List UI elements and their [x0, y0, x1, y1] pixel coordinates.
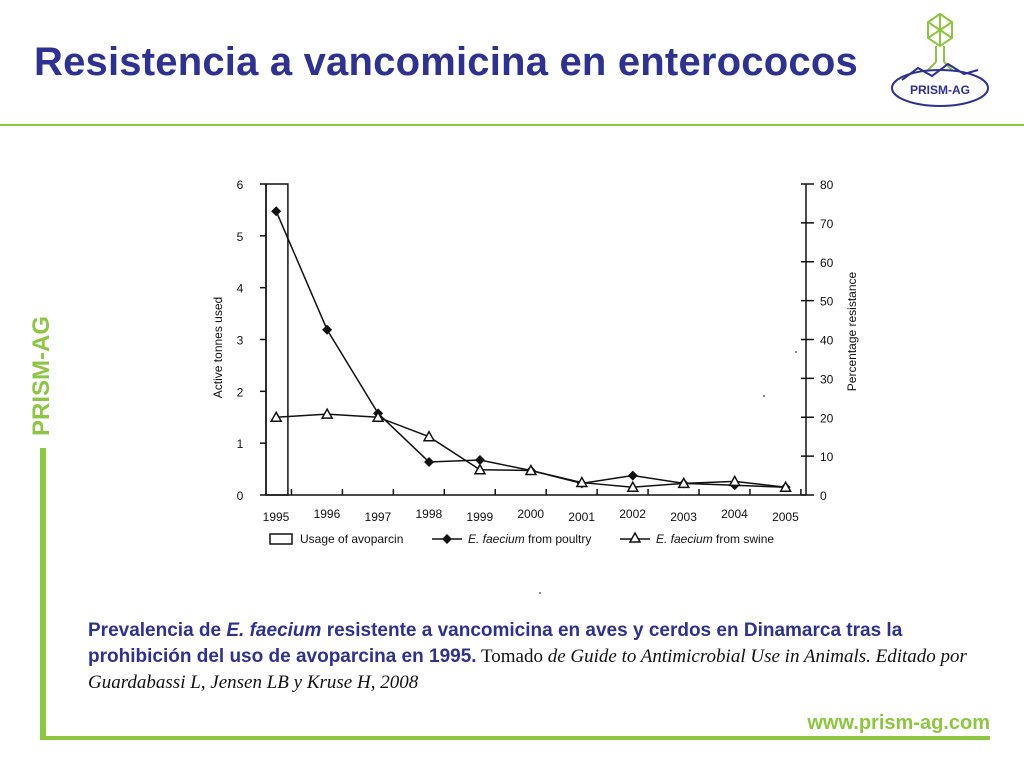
x-tick-label: 1998 — [415, 507, 442, 521]
y-right-tick-label: 10 — [820, 450, 834, 464]
caption-source-plain: Tomado — [476, 646, 548, 667]
poultry-data-point — [474, 455, 485, 466]
y-right-tick-label: 20 — [820, 411, 834, 425]
caption-source-citation: de Guide to Antimicrobial Use in Animals… — [88, 646, 967, 693]
swine-data-point — [779, 480, 792, 492]
x-tick-label: 1996 — [314, 507, 341, 521]
x-tick-label: 2002 — [619, 507, 646, 521]
y-right-tick-label: 0 — [820, 489, 827, 503]
scan-speck — [539, 592, 541, 594]
prism-ag-logo: PRISM-AG — [891, 12, 989, 107]
poultry-data-point — [322, 324, 333, 335]
poultry-data-point — [271, 206, 282, 217]
y-left-tick-label: 3 — [237, 334, 244, 348]
y-left-tick-label: 2 — [237, 385, 244, 399]
avoparcin-usage-bar — [265, 183, 289, 496]
y-left-tick-label: 6 — [237, 178, 244, 192]
swine-data-point — [524, 463, 538, 476]
bottom-accent-bar — [40, 736, 990, 740]
legend-poultry-marker — [442, 534, 452, 544]
poultry-data-point — [424, 456, 435, 467]
page-title: Resistencia a vancomicina en enterococos — [34, 40, 858, 84]
side-brand-label: PRISM-AG — [28, 316, 55, 436]
x-tick-label: 2004 — [721, 507, 748, 521]
swine-data-point — [728, 474, 741, 487]
swine-data-point — [473, 463, 487, 475]
legend-swine-label: E. faecium from swine — [656, 532, 774, 546]
scan-speck — [763, 395, 765, 397]
legend-usage-label: Usage of avoparcin — [300, 532, 403, 546]
swine-data-point — [269, 410, 283, 422]
y-right-axis-title: Percentage resistance — [845, 271, 859, 391]
y-left-axis-title: Active tonnes used — [211, 297, 225, 398]
legend-usage-swatch — [269, 533, 293, 545]
swine-series-line — [276, 413, 786, 488]
swine-data-point — [677, 476, 691, 489]
y-right-tick-label: 80 — [820, 178, 834, 192]
y-right-tick-label: 70 — [820, 217, 834, 231]
y-right-tick-label: 40 — [820, 334, 834, 348]
header-divider — [0, 124, 1024, 126]
scan-speck — [795, 351, 797, 353]
side-accent-bar — [40, 448, 46, 740]
x-tick-label: 1997 — [365, 510, 392, 524]
swine-data-point — [626, 480, 640, 492]
y-right-tick-label: 50 — [820, 295, 834, 309]
y-left-tick-label: 5 — [237, 230, 244, 244]
website-link[interactable]: www.prism-ag.com — [807, 712, 990, 734]
legend-poultry-label: E. faecium from poultry — [468, 532, 591, 546]
poultry-series-line — [275, 210, 786, 488]
x-tick-label: 2000 — [517, 507, 544, 521]
swine-data-point — [575, 476, 589, 488]
caption-text-1: Prevalencia de — [88, 620, 227, 641]
x-tick-label: 2003 — [670, 510, 697, 524]
logo-text: PRISM-AG — [910, 83, 970, 97]
swine-data-point — [422, 430, 436, 442]
y-left-tick-label: 0 — [237, 489, 244, 503]
caption-species: E. faecium — [226, 620, 322, 641]
y-left-tick-label: 4 — [237, 282, 244, 296]
y-left-tick-label: 1 — [237, 437, 244, 451]
x-tick-label: 2005 — [772, 510, 799, 524]
y-right-tick-label: 60 — [820, 256, 834, 270]
caption-text-2: resistente a vancomicina en aves y cerdo… — [88, 620, 903, 667]
legend-swine-marker — [628, 531, 642, 543]
swine-data-point — [320, 407, 334, 419]
y-right-tick-label: 30 — [820, 372, 834, 386]
x-tick-label: 1999 — [466, 510, 493, 524]
poultry-data-point — [627, 470, 638, 481]
x-tick-label: 2001 — [568, 510, 595, 524]
figure-caption: Prevalencia de E. faecium resistente a v… — [88, 618, 968, 696]
swine-data-point — [371, 410, 385, 422]
x-tick-label: 1995 — [263, 510, 290, 524]
